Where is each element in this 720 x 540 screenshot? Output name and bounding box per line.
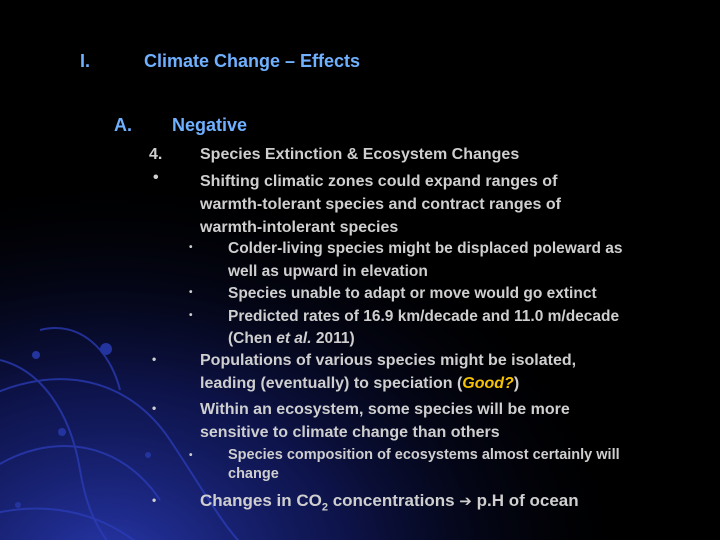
citation-open: (Chen	[228, 330, 277, 347]
bullet-marker: •	[152, 493, 157, 507]
sub-bullet-text-line: Species composition of ecosystems almost…	[228, 447, 620, 463]
bullet-marker: •	[153, 169, 159, 186]
bullet-text-line: leading (eventually) to speciation (Good…	[200, 372, 576, 395]
bullet-text-line: Populations of various species might be …	[200, 352, 577, 369]
subsection-marker: A.	[114, 115, 132, 135]
item-4-heading: Species Extinction & Ecosystem Changes	[200, 146, 520, 163]
bullet-text-line: warmth-intolerant species	[200, 219, 399, 236]
citation-year: 2011)	[311, 330, 355, 347]
bullet-within-ecosystem: Within an ecosystem, some species will b…	[200, 398, 570, 444]
sub-bullet-colder-line-2: well as upward in elevation	[228, 262, 428, 280]
sub-bullet-marker: •	[189, 242, 193, 253]
section-number: I.	[80, 51, 91, 71]
sub-bullet-colder-line-1: Colder-living species might be displaced…	[228, 240, 623, 257]
sub-bullet-marker: •	[189, 287, 193, 298]
sub-bullet-marker: •	[189, 450, 193, 461]
bullet-text-line: sensitive to climate change than others	[200, 424, 500, 441]
sub-bullet-predicted-line-2: (Chen et al. 2011)	[228, 328, 623, 351]
co2-subscript: 2	[321, 501, 328, 514]
citation-et-al: et al.	[276, 330, 312, 347]
bullet-marker: •	[152, 401, 157, 415]
closing-paren: )	[513, 375, 520, 392]
bullet-text-line: Shifting climatic zones could expand ran…	[200, 173, 558, 190]
bullet-shifting-zones: Shifting climatic zones could expand ran…	[200, 170, 561, 239]
sub-bullet-group-1: Colder-living species might be displaced…	[228, 238, 623, 351]
speciation-text: leading (eventually) to speciation (	[200, 375, 463, 392]
bullet-co2-changes: Changes in CO2 concentrations ➔ p.H of o…	[200, 489, 579, 519]
bullet-populations: Populations of various species might be …	[200, 349, 576, 395]
co2-label: Changes in CO	[200, 491, 322, 510]
concentrations-text: concentrations	[327, 491, 460, 510]
bullet-marker: •	[152, 352, 157, 366]
sub-bullet-composition: Species composition of ecosystems almost…	[228, 446, 620, 484]
good-question-highlight: Good?	[462, 375, 514, 392]
item-number-4: 4.	[149, 146, 163, 163]
bullet-text-line: Within an ecosystem, some species will b…	[200, 401, 570, 418]
ph-of-ocean-text: p.H of ocean	[471, 491, 579, 510]
sub-bullet-predicted-line-1: Predicted rates of 16.9 km/decade and 11…	[228, 307, 620, 325]
slide-title: Climate Change – Effects	[144, 51, 361, 71]
sub-bullet-text-line: change	[228, 466, 279, 482]
sub-bullet-marker: •	[189, 310, 193, 321]
sub-bullet-unable-adapt: Species unable to adapt or move would go…	[228, 285, 597, 302]
bullet-text-line: warmth-tolerant species and contract ran…	[200, 196, 561, 213]
right-arrow-icon: ➔	[459, 492, 472, 510]
subsection-title: Negative	[172, 115, 248, 135]
